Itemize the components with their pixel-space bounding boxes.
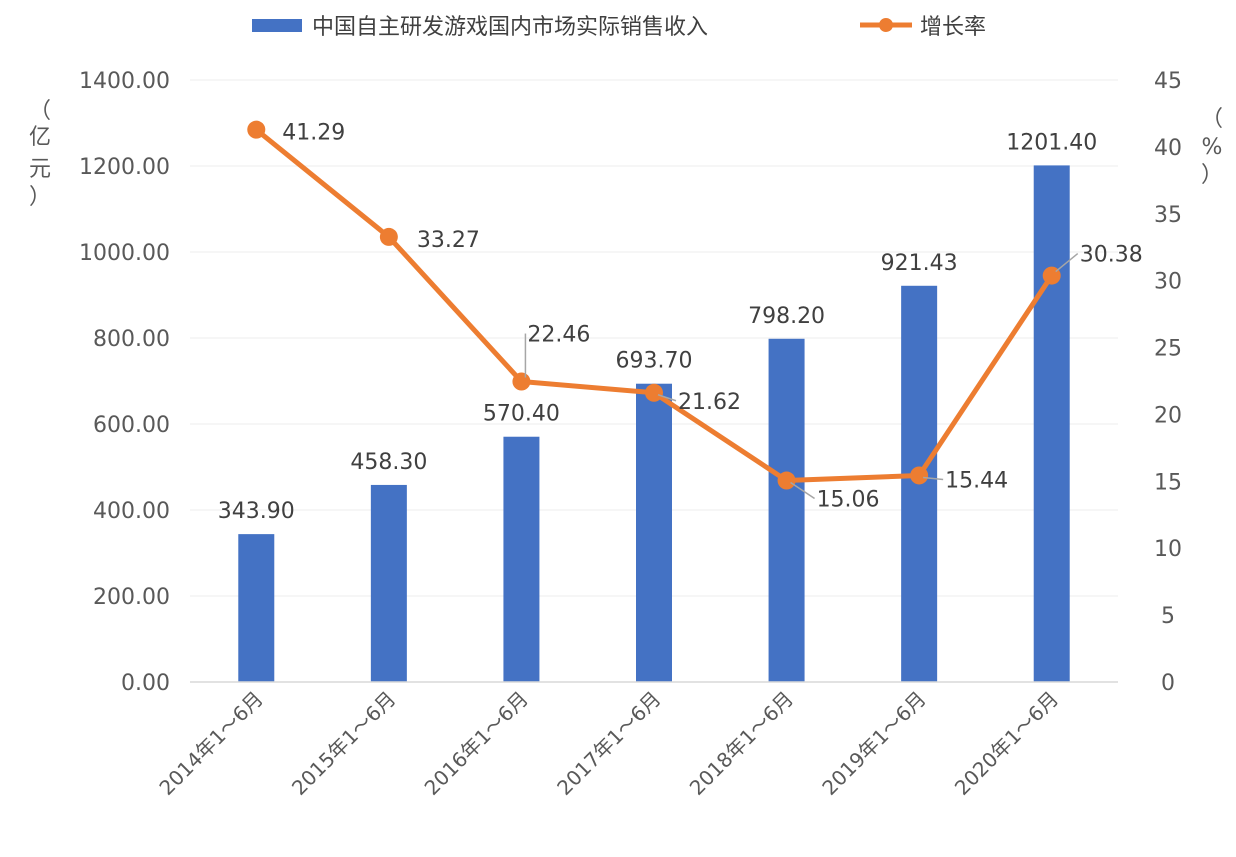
line-data-label: 33.27 [417, 228, 480, 253]
left-tick-label: 1400.00 [79, 69, 170, 94]
right-tick-label: 5 [1161, 604, 1175, 629]
line-marker [247, 120, 266, 139]
left-tick-label: 600.00 [93, 413, 170, 438]
line-data-label: 30.38 [1080, 243, 1143, 268]
right-axis-ticks: 0 5 10 15 20 25 30 35 40 45 [1154, 69, 1182, 696]
bar-data-label: 921.43 [881, 251, 958, 276]
line-data-label: 41.29 [282, 121, 345, 146]
left-tick-label: 1000.00 [79, 241, 170, 266]
bar-series [238, 165, 1070, 682]
bar [238, 534, 275, 682]
right-tick-label: 15 [1154, 470, 1182, 495]
bar [768, 338, 805, 682]
category-label: 2020年1～6月 [950, 687, 1063, 800]
leader-line [1055, 253, 1079, 273]
bar [1033, 165, 1070, 682]
right-axis-label: （% ） [1201, 107, 1223, 188]
line-data-label: 22.46 [527, 323, 590, 348]
bar [503, 436, 540, 682]
right-tick-label: 20 [1154, 403, 1182, 428]
left-tick-label: 0.00 [121, 671, 170, 696]
bar-data-labels: 343.90 458.30 570.40 693.70 798.20 921.43 1201… [218, 130, 1097, 524]
left-tick-label: 1200.00 [79, 155, 170, 180]
bar-data-label: 1201.40 [1006, 130, 1097, 155]
left-axis-label-char: 亿 [29, 125, 51, 150]
right-tick-label: 0 [1161, 671, 1175, 696]
line-marker [512, 372, 531, 391]
right-tick-label: 40 [1154, 136, 1182, 161]
bar-data-label: 798.20 [748, 304, 825, 329]
legend-line-marker [879, 18, 893, 32]
left-tick-label: 200.00 [93, 585, 170, 610]
right-axis-label-char: ） [1201, 163, 1223, 188]
legend-line-label: 增长率 [920, 15, 986, 40]
bar-data-label: 343.90 [218, 499, 295, 524]
category-label: 2015年1～6月 [287, 687, 400, 800]
right-tick-label: 30 [1154, 270, 1182, 295]
line-data-labels: 41.29 33.27 22.46 21.62 15.06 15.44 30.38 [282, 121, 1142, 513]
line-data-label: 15.06 [817, 488, 880, 513]
line-marker [777, 471, 796, 490]
left-axis-label: （亿元 ） [29, 99, 51, 210]
left-axis-ticks: 0.00 200.00 400.00 600.00 800.00 1000.00 1200.… [79, 69, 170, 696]
leader-line [923, 476, 944, 481]
right-tick-label: 10 [1154, 537, 1182, 562]
category-label: 2014年1～6月 [154, 687, 267, 800]
right-tick-label: 45 [1154, 69, 1182, 94]
bar-data-label: 693.70 [616, 349, 693, 374]
category-label: 2016年1～6月 [420, 687, 533, 800]
right-tick-label: 35 [1154, 203, 1182, 228]
bar-data-label: 570.40 [483, 402, 560, 427]
bar [636, 383, 672, 682]
line-data-label: 21.62 [678, 390, 741, 415]
bar [370, 484, 407, 682]
legend-bar-swatch [252, 19, 302, 32]
left-axis-label-char: 元 [29, 157, 51, 182]
right-axis-label-char: % [1202, 135, 1223, 160]
category-label: 2017年1～6月 [552, 687, 665, 800]
left-axis-label-char: （ [29, 99, 51, 124]
legend-bar-label: 中国自主研发游戏国内市场实际销售收入 [312, 15, 708, 40]
bar-data-label: 458.30 [350, 450, 427, 475]
line-marker [910, 466, 929, 485]
legend: 中国自主研发游戏国内市场实际销售收入 增长率 [252, 15, 986, 40]
right-tick-label: 25 [1154, 337, 1182, 362]
category-label: 2019年1～6月 [817, 687, 930, 800]
left-tick-label: 800.00 [93, 327, 170, 352]
left-tick-label: 400.00 [93, 499, 170, 524]
line-marker [379, 227, 398, 246]
line-marker [645, 383, 663, 402]
line-data-label: 15.44 [945, 468, 1008, 493]
leader-line [790, 481, 815, 500]
category-label: 2018年1～6月 [685, 687, 798, 800]
leader-line [657, 394, 677, 402]
left-axis-label-char: ） [29, 185, 51, 210]
right-axis-label-char: （ [1201, 107, 1223, 132]
category-labels: 2014年1～6月 2015年1～6月 2016年1～6月 2017年1～6月 2018… [154, 687, 1063, 800]
